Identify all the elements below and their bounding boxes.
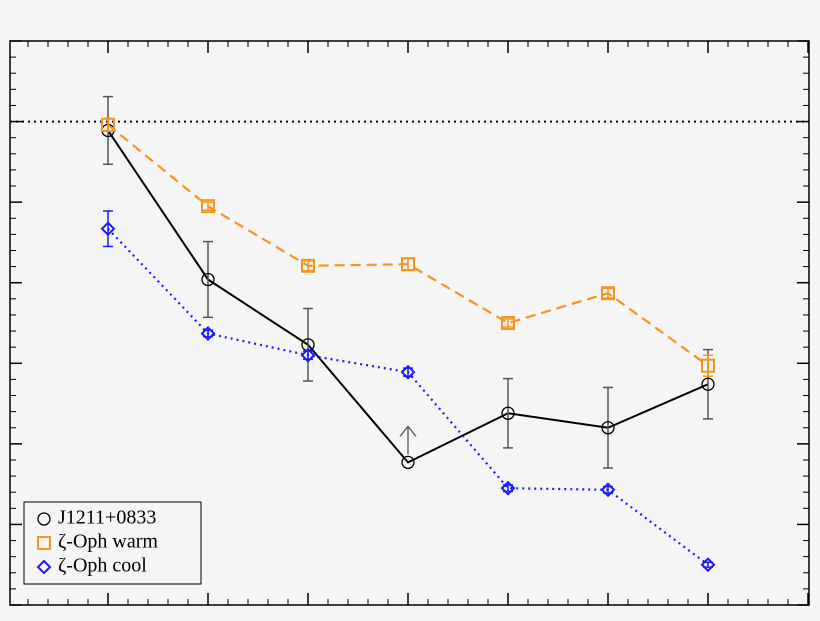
point bbox=[101, 117, 115, 132]
point bbox=[701, 377, 715, 391]
series bbox=[101, 117, 715, 377]
point bbox=[601, 286, 615, 301]
point bbox=[100, 221, 116, 237]
point bbox=[500, 480, 516, 496]
series bbox=[101, 95, 715, 470]
point bbox=[600, 482, 616, 498]
legend-box bbox=[23, 501, 202, 585]
plot-frame bbox=[9, 40, 810, 606]
point bbox=[300, 347, 316, 363]
point bbox=[701, 358, 715, 373]
point bbox=[700, 557, 716, 573]
point bbox=[401, 455, 415, 470]
point bbox=[400, 364, 416, 380]
point bbox=[501, 406, 515, 420]
point bbox=[201, 199, 215, 214]
legend-marker bbox=[36, 559, 52, 575]
legend-label: J1211+0833 bbox=[58, 507, 156, 529]
point bbox=[401, 257, 415, 272]
series bbox=[100, 210, 716, 573]
legend-label: ζ-Oph cool bbox=[58, 555, 147, 577]
point bbox=[601, 421, 615, 435]
point bbox=[501, 316, 515, 330]
limit-arrow bbox=[399, 425, 417, 437]
series-line bbox=[107, 129, 709, 464]
legend-marker bbox=[37, 512, 51, 526]
point bbox=[301, 258, 315, 273]
legend-marker bbox=[37, 536, 51, 550]
series-line bbox=[107, 123, 709, 367]
point bbox=[201, 272, 215, 287]
legend-label: ζ-Oph warm bbox=[58, 531, 158, 553]
point bbox=[200, 326, 216, 341]
